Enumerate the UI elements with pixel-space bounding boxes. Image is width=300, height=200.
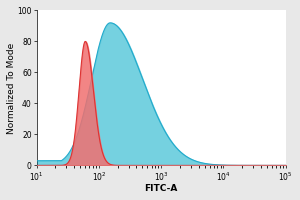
Y-axis label: Normalized To Mode: Normalized To Mode (7, 42, 16, 134)
X-axis label: FITC-A: FITC-A (145, 184, 178, 193)
